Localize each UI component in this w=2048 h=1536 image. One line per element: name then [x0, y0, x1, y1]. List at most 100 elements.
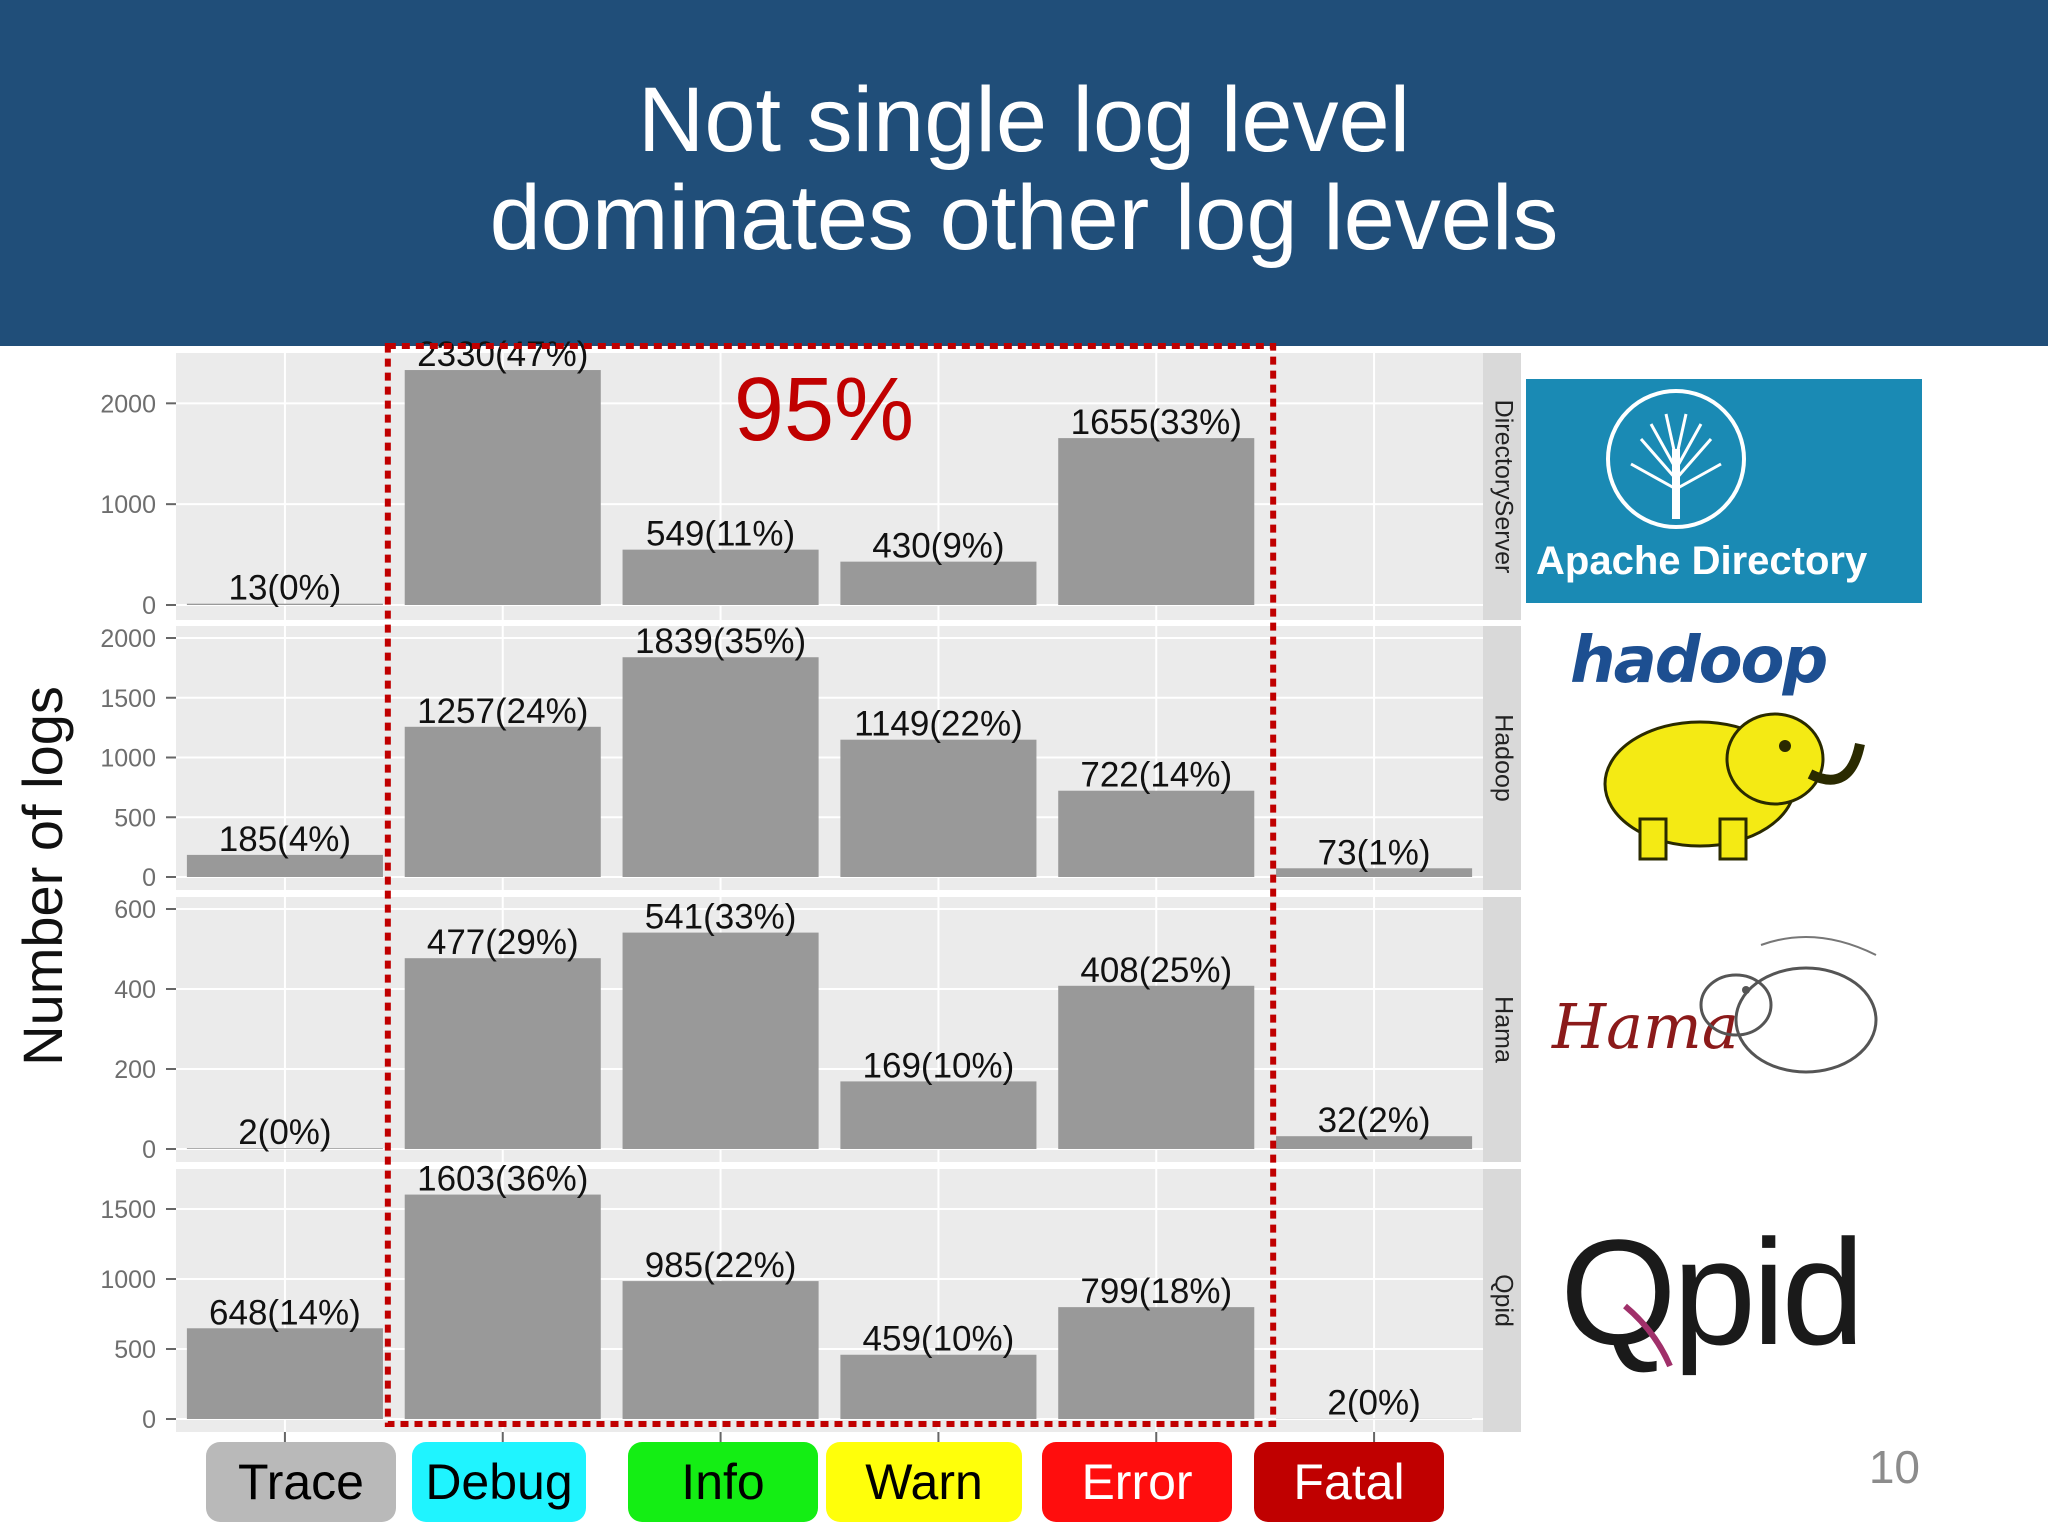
hadoop-logo: hadoop: [1560, 624, 1900, 864]
facet-strip: [1483, 1169, 1521, 1432]
hama-logo-text: Hama: [1552, 990, 1739, 1063]
bar-trace: [186, 603, 383, 605]
slide-number: 10: [1868, 1441, 1920, 1493]
bar-value-label: 459(10%): [863, 1320, 1015, 1359]
y-tick-label: 2000: [100, 625, 156, 653]
y-tick-label: 400: [114, 976, 156, 1004]
bar-error: [1058, 790, 1255, 877]
legend-warn: Warn: [826, 1442, 1022, 1522]
facet-strip: [1483, 626, 1521, 890]
bar-warn: [840, 1354, 1037, 1419]
feather-icon: [1623, 1303, 1673, 1368]
bar-debug: [404, 370, 601, 605]
legend-debug-label: Debug: [425, 1454, 573, 1510]
elephant-icon: [1603, 712, 1865, 861]
bar-value-label: 541(33%): [645, 898, 797, 937]
y-tick-label: 1000: [100, 745, 156, 773]
bar-info: [622, 549, 819, 605]
slide-title-line-2: dominates other log levels: [489, 167, 1559, 269]
y-tick-label: 1000: [100, 491, 156, 519]
bar-error: [1058, 1307, 1255, 1419]
bar-warn: [840, 561, 1037, 605]
bar-value-label: 722(14%): [1080, 756, 1232, 795]
bar-value-label: 408(25%): [1080, 951, 1232, 990]
y-tick-label: 0: [142, 592, 156, 620]
facet-strip-label: Qpid: [1489, 1274, 1517, 1327]
bar-trace: [186, 854, 383, 877]
facet-strip-label: DirectoryServer: [1489, 400, 1517, 574]
legend-debug: Debug: [412, 1442, 586, 1522]
hama-logo: Hama: [1546, 920, 1896, 1080]
bar-warn: [840, 739, 1037, 877]
bar-value-label: 549(11%): [646, 515, 795, 554]
bar-value-label: 1149(22%): [854, 705, 1023, 744]
tree-icon: [1606, 389, 1746, 529]
apache-directory-logo: Apache Directory: [1526, 379, 1922, 603]
hippo-icon: [1699, 936, 1878, 1074]
panel-background: [176, 1169, 1483, 1432]
y-tick-label: 0: [142, 1136, 156, 1164]
y-tick-label: 0: [142, 864, 156, 892]
bar-error: [1058, 438, 1255, 605]
facet-strip: [1483, 897, 1521, 1162]
bar-trace: [186, 1328, 383, 1419]
bar-info: [622, 1281, 819, 1419]
qpid-logo: Qpid: [1560, 1206, 1900, 1386]
bar-debug: [404, 1194, 601, 1419]
bar-value-label: 32(2%): [1318, 1101, 1431, 1140]
legend-fatal-label: Fatal: [1293, 1454, 1405, 1510]
bar-debug: [404, 726, 601, 877]
bar-value-label: 2(0%): [1327, 1384, 1420, 1423]
bar-value-label: 2(0%): [238, 1113, 331, 1152]
y-tick-label: 0: [142, 1406, 156, 1434]
panel-background: [176, 353, 1483, 620]
bar-warn: [840, 1081, 1037, 1149]
bar-value-label: 169(10%): [863, 1046, 1015, 1085]
y-tick-label: 1500: [100, 685, 156, 713]
legend-trace: Trace: [206, 1442, 396, 1522]
panel-background: [176, 897, 1483, 1162]
facet-strip: [1483, 353, 1521, 620]
legend-error-label: Error: [1081, 1454, 1193, 1510]
bar-value-label: 799(18%): [1080, 1272, 1232, 1311]
bar-value-label: 1655(33%): [1071, 403, 1242, 442]
legend-warn-label: Warn: [865, 1454, 983, 1510]
qpid-logo-text: Qpid: [1560, 1208, 1865, 1376]
legend-info: Info: [628, 1442, 818, 1522]
y-tick-label: 600: [114, 896, 156, 924]
y-tick-label: 1000: [100, 1266, 156, 1294]
legend-error: Error: [1042, 1442, 1232, 1522]
bar-trace: [186, 1148, 383, 1149]
facet-strip-label: Hadoop: [1489, 714, 1517, 802]
bar-value-label: 1257(24%): [417, 692, 588, 731]
highlight-percentage: 95%: [734, 360, 914, 460]
y-axis-title: Number of logs: [11, 686, 74, 1066]
legend-info-label: Info: [681, 1454, 765, 1510]
bar-value-label: 430(9%): [872, 527, 1004, 566]
title-banner: Not single log level dominates other log…: [0, 0, 2048, 346]
y-tick-label: 200: [114, 1056, 156, 1084]
y-tick-label: 500: [114, 1336, 156, 1364]
apache-directory-logo-text: Apache Directory: [1536, 539, 1868, 583]
legend-fatal: Fatal: [1254, 1442, 1444, 1522]
bar-value-label: 1603(36%): [417, 1160, 588, 1199]
slide-title-line-1: Not single log level: [637, 69, 1411, 171]
bar-fatal: [1276, 1136, 1473, 1149]
bar-info: [622, 657, 819, 877]
bar-value-label: 1839(35%): [635, 622, 806, 661]
bar-value-label: 13(0%): [229, 569, 342, 608]
y-tick-label: 500: [114, 804, 156, 832]
legend-trace-label: Trace: [238, 1454, 364, 1510]
bar-error: [1058, 985, 1255, 1149]
bar-fatal: [1276, 868, 1473, 877]
bar-value-label: 648(14%): [209, 1293, 361, 1332]
y-tick-label: 1500: [100, 1196, 156, 1224]
bar-value-label: 185(4%): [219, 820, 351, 859]
bar-debug: [404, 958, 601, 1149]
bar-value-label: 477(29%): [427, 923, 579, 962]
facet-strip-label: Hama: [1489, 996, 1517, 1063]
bar-value-label: 985(22%): [645, 1246, 797, 1285]
bar-value-label: 73(1%): [1318, 833, 1431, 872]
hadoop-logo-text: hadoop: [1570, 624, 1828, 698]
